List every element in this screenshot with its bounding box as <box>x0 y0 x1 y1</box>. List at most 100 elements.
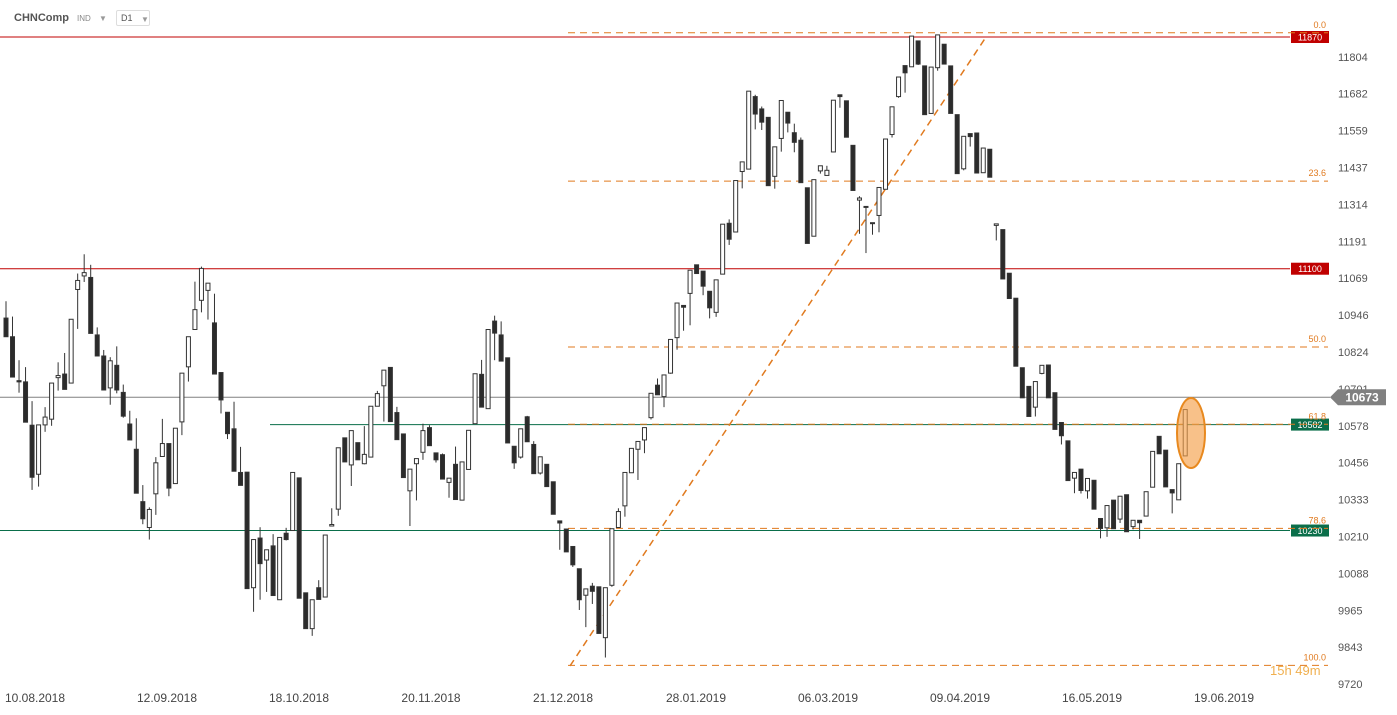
y-tick-label: 11437 <box>1338 162 1368 174</box>
candle-body <box>342 437 348 463</box>
x-tick-label: 09.04.2019 <box>930 691 990 705</box>
candle-body <box>1084 477 1090 492</box>
candle-body <box>609 528 615 586</box>
candle-body <box>869 222 875 225</box>
candle-body <box>433 452 439 461</box>
candle-body <box>198 267 204 301</box>
candle-body <box>361 453 367 465</box>
x-tick-label: 28.01.2019 <box>666 691 726 705</box>
candle-body <box>277 536 283 601</box>
candle-body <box>179 372 185 423</box>
candle-body <box>264 549 270 561</box>
candle-body <box>381 369 387 387</box>
candle-body <box>1000 229 1006 280</box>
candle-body <box>1130 519 1136 528</box>
candle-body <box>902 65 908 74</box>
candle-body <box>316 587 322 600</box>
candle-body <box>707 290 713 309</box>
candle-body <box>1163 449 1169 488</box>
candle-body <box>329 524 335 527</box>
candle-body <box>296 477 302 599</box>
candle-body <box>1169 489 1175 494</box>
candle-body <box>29 424 35 478</box>
candle-body <box>1026 385 1032 417</box>
candle-body <box>811 179 817 237</box>
candle-body <box>856 197 862 201</box>
candle-body <box>713 279 719 313</box>
candle-body <box>557 520 563 524</box>
last-price-label: 10673 <box>1345 391 1379 405</box>
candle-body <box>655 384 660 396</box>
x-tick-label: 19.06.2019 <box>1194 691 1254 705</box>
candle-body <box>335 447 341 510</box>
candle-body <box>948 65 954 114</box>
y-tick-label: 10456 <box>1338 458 1369 470</box>
candle-body <box>322 534 328 598</box>
candle-body <box>830 99 836 153</box>
candle-body <box>218 372 224 401</box>
candle-body <box>648 392 654 419</box>
candle-body <box>36 424 42 475</box>
candle-body <box>935 34 941 69</box>
candle-body <box>244 471 250 590</box>
candle-body <box>876 186 882 216</box>
candle-body <box>355 442 361 461</box>
symbol-label[interactable]: CHNComp <box>14 12 69 24</box>
candle-body <box>1019 367 1025 399</box>
candle-body <box>1091 479 1097 510</box>
y-tick-label: 9843 <box>1338 642 1362 654</box>
candle-body <box>1006 272 1012 300</box>
y-tick-label: 10210 <box>1338 532 1369 544</box>
candle-body <box>81 272 87 277</box>
candle-body <box>303 592 309 630</box>
candle-body <box>407 468 413 492</box>
candle-body <box>94 334 100 357</box>
timeframe-select[interactable]: D1 ▼ <box>116 10 150 26</box>
candle-body <box>602 587 608 639</box>
candle-body <box>511 445 517 464</box>
candle-body <box>863 205 869 208</box>
y-tick-label: 10333 <box>1338 495 1369 507</box>
candle-body <box>466 429 472 470</box>
level-price-box <box>1291 31 1329 43</box>
fib-level-label: 0.0 <box>1313 20 1326 30</box>
x-tick-label: 21.12.2018 <box>533 691 593 705</box>
candle-body <box>804 187 810 244</box>
candle-body <box>961 135 967 170</box>
candle-body <box>453 463 459 501</box>
candle-body <box>446 477 452 483</box>
x-tick-label: 16.05.2019 <box>1062 691 1122 705</box>
candle-body <box>524 416 530 443</box>
candle-body <box>843 100 849 138</box>
candle-body <box>368 405 374 458</box>
timeframe-dropdown-icon: ▼ <box>141 15 149 24</box>
candle-body <box>570 545 576 566</box>
candle-body <box>1065 440 1071 482</box>
candle-body <box>850 144 856 191</box>
candle-body <box>153 462 159 495</box>
y-tick-label: 10578 <box>1338 421 1369 433</box>
symbol-dropdown-icon[interactable]: ▼ <box>99 14 107 23</box>
candle-body <box>146 508 152 529</box>
candle-body <box>426 427 432 447</box>
candle-body <box>563 528 569 553</box>
last-price-box <box>1330 389 1386 406</box>
candle-body <box>400 433 406 479</box>
candle-body <box>759 108 765 123</box>
candle-body <box>583 588 589 596</box>
candle-body <box>967 133 973 138</box>
level-price-label: 11100 <box>1298 264 1322 274</box>
candle-body <box>225 411 231 435</box>
candle-body <box>778 99 784 139</box>
fib-level-label: 61.8 <box>1308 411 1326 421</box>
candle-body <box>681 304 687 308</box>
candle-body <box>101 355 107 391</box>
candle-body <box>589 585 595 592</box>
candle-body <box>159 443 165 457</box>
candle-body <box>1156 435 1162 455</box>
candle-body <box>909 35 915 68</box>
candle-body <box>283 532 289 541</box>
candle-body <box>772 146 778 177</box>
candle-body <box>472 373 478 425</box>
